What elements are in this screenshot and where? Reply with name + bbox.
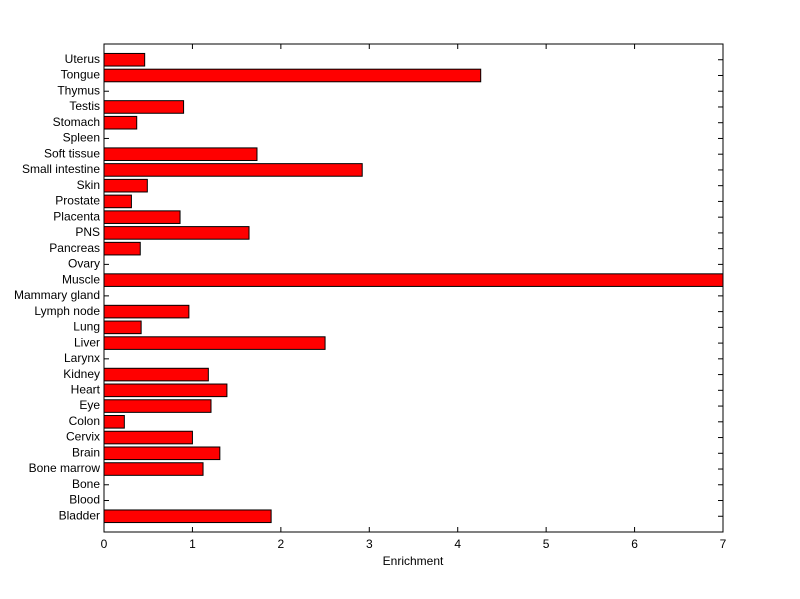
bar [103, 115, 138, 130]
bar [103, 226, 250, 240]
y-tick-label: Ovary [68, 257, 100, 271]
bar [103, 383, 228, 398]
y-tick-label: Skin [77, 178, 100, 192]
bar [103, 430, 193, 445]
bar [103, 446, 221, 461]
bar [103, 194, 132, 209]
y-tick-label: Larynx [64, 351, 100, 365]
y-tick-label: Tongue [61, 68, 101, 82]
x-tick-label: 4 [454, 537, 461, 551]
bar [103, 147, 258, 161]
bar [103, 336, 326, 350]
bar [103, 304, 190, 319]
bar [103, 367, 209, 382]
x-tick-label: 0 [101, 537, 108, 551]
x-axis-label: Enrichment [383, 554, 444, 568]
y-tick-label: Pancreas [49, 241, 100, 255]
x-tick-label: 5 [543, 537, 550, 551]
y-tick-label: Muscle [62, 272, 100, 286]
y-tick-label: PNS [75, 225, 100, 239]
y-tick-label: Stomach [53, 115, 100, 129]
bar [103, 163, 363, 177]
bar [103, 399, 212, 413]
y-tick-label: Heart [71, 382, 101, 396]
y-tick-label: Cervix [66, 430, 100, 444]
y-tick-label: Colon [69, 414, 100, 428]
y-tick-label: Mammary gland [14, 288, 100, 302]
bar [103, 241, 141, 256]
y-tick-label: Placenta [53, 209, 100, 223]
y-tick-label: Lymph node [34, 304, 100, 318]
bar [103, 68, 482, 83]
y-tick-label: Soft tissue [44, 146, 100, 160]
y-tick-label: Small intestine [22, 162, 100, 176]
bar [103, 415, 125, 429]
y-tick-label: Eye [79, 398, 100, 412]
y-tick-label: Spleen [63, 131, 100, 145]
bar [103, 52, 146, 67]
y-tick-label: Uterus [65, 52, 100, 66]
y-tick-label: Thymus [57, 83, 100, 97]
y-tick-label: Bone [72, 477, 100, 491]
bar [103, 462, 204, 476]
bar [103, 210, 181, 224]
y-tick-label: Lung [73, 320, 100, 334]
y-tick-label: Brain [72, 445, 100, 459]
y-tick-label: Liver [74, 335, 100, 349]
bar [103, 509, 272, 524]
x-tick-label: 3 [366, 537, 373, 551]
bar [103, 100, 185, 114]
bar [103, 178, 148, 193]
y-tick-label: Kidney [63, 367, 100, 381]
y-tick-label: Testis [69, 99, 100, 113]
x-tick-label: 7 [720, 537, 727, 551]
bar [103, 320, 142, 335]
y-tick-label: Prostate [55, 194, 100, 208]
bar [103, 273, 724, 287]
y-tick-label: Blood [69, 493, 100, 507]
x-tick-label: 2 [278, 537, 285, 551]
x-tick-label: 6 [631, 537, 638, 551]
y-tick-label: Bone marrow [29, 461, 101, 475]
x-tick-label: 1 [189, 537, 196, 551]
y-tick-label: Bladder [59, 508, 100, 522]
